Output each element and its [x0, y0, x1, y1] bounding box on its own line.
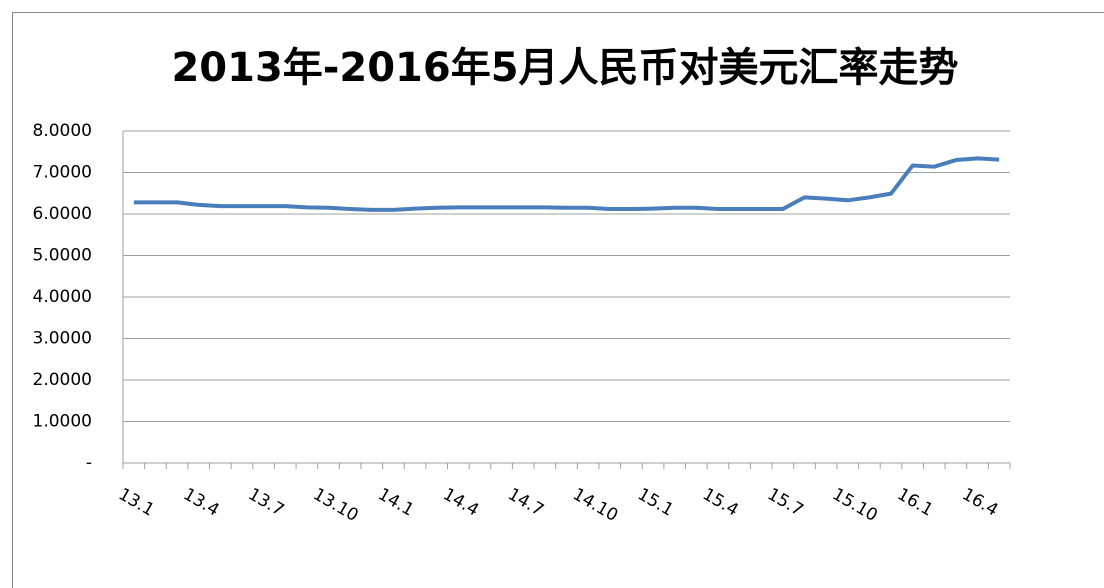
y-tick-label: 4.0000 — [33, 287, 92, 307]
y-tick-label: 8.0000 — [33, 121, 92, 141]
y-tick-label: 7.0000 — [33, 163, 92, 183]
y-tick-label: 6.0000 — [33, 204, 92, 224]
chart-frame — [12, 12, 1104, 588]
y-tick-label: 3.0000 — [33, 329, 92, 349]
y-tick-label: 1.0000 — [33, 412, 92, 432]
chart-title: 2013年-2016年5月人民币对美元汇率走势 — [171, 45, 958, 91]
y-tick-label: - — [86, 453, 92, 473]
series-line — [133, 156, 1000, 212]
y-tick-label: 5.0000 — [33, 246, 92, 266]
y-tick-label: 2.0000 — [33, 370, 92, 390]
